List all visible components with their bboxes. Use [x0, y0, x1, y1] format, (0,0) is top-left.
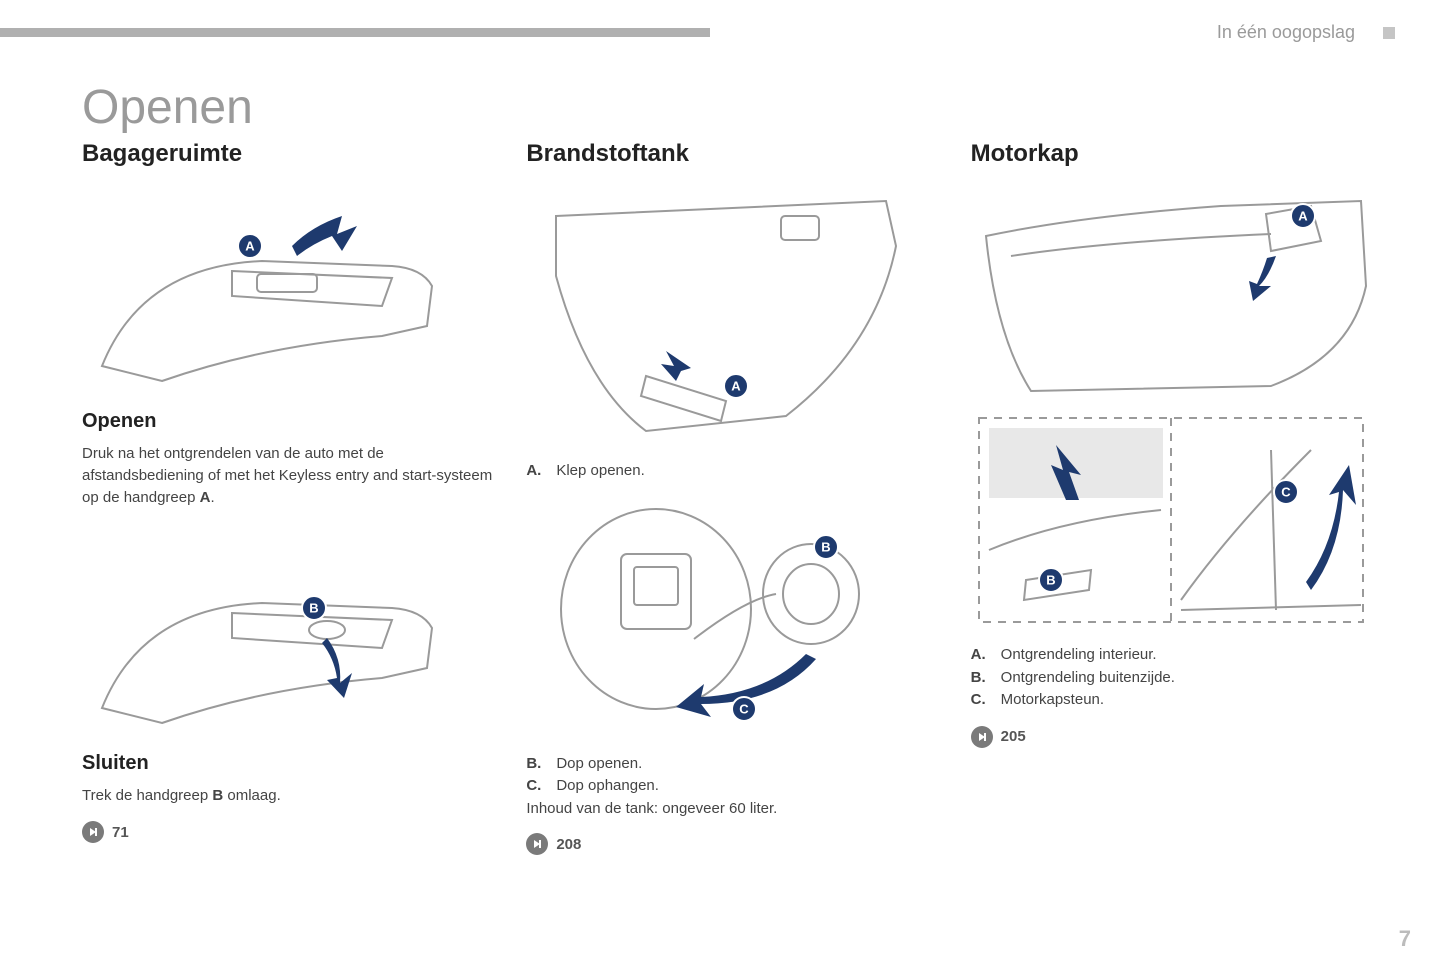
content-columns: Bagageruimte A Openen Druk na het ontgre…: [82, 140, 1385, 855]
open-text-post: .: [210, 489, 214, 506]
svg-text:B: B: [1046, 573, 1055, 588]
bonnet-item-b: B. Ontgrendeling buitenzijde.: [971, 667, 1385, 690]
open-text-pre: Druk na het ontgrendelen van de auto met…: [82, 445, 492, 506]
fuel-a-text: Klep openen.: [556, 460, 644, 483]
page-ref-icon: [82, 821, 104, 843]
fuel-page-ref: 208: [526, 833, 940, 855]
fuel-b-text: Dop openen.: [556, 753, 642, 776]
bonnet-b-letter: B.: [971, 667, 989, 690]
fuel-capacity: Inhoud van de tank: ongeveer 60 liter.: [526, 798, 940, 820]
page-number: 7: [1399, 926, 1411, 952]
svg-text:C: C: [1281, 485, 1291, 500]
column-bonnet: Motorkap A B: [971, 140, 1385, 855]
luggage-title: Bagageruimte: [82, 140, 496, 168]
open-text-bold: A: [200, 489, 211, 506]
bonnet-ref-num: 205: [1001, 728, 1026, 745]
luggage-diagram-close: B: [82, 538, 496, 738]
luggage-open-text: Druk na het ontgrendelen van de auto met…: [82, 443, 496, 508]
fuel-item-a: A. Klep openen.: [526, 460, 940, 483]
bonnet-b-text: Ontgrendeling buitenzijde.: [1001, 667, 1175, 690]
bonnet-a-letter: A.: [971, 644, 989, 667]
column-luggage: Bagageruimte A Openen Druk na het ontgre…: [82, 140, 496, 855]
bonnet-item-c: C. Motorkapsteun.: [971, 689, 1385, 712]
close-text-pre: Trek de handgreep: [82, 787, 212, 804]
svg-text:C: C: [740, 701, 750, 716]
bonnet-item-a: A. Ontgrendeling interieur.: [971, 644, 1385, 667]
page-title: Openen: [82, 80, 253, 135]
bonnet-c-letter: C.: [971, 689, 989, 712]
bonnet-a-text: Ontgrendeling interieur.: [1001, 644, 1157, 667]
svg-text:B: B: [309, 601, 318, 616]
fuel-c-letter: C.: [526, 775, 544, 798]
fuel-b-letter: B.: [526, 753, 544, 776]
column-fuel: Brandstoftank A A. Klep openen.: [526, 140, 940, 855]
bonnet-diagram-prop: B C: [971, 410, 1385, 630]
svg-text:A: A: [732, 379, 742, 394]
svg-text:A: A: [245, 239, 255, 254]
header-square-icon: [1383, 27, 1395, 39]
luggage-close-heading: Sluiten: [82, 752, 496, 775]
fuel-item-c: C. Dop ophangen.: [526, 775, 940, 798]
fuel-c-text: Dop ophangen.: [556, 775, 659, 798]
section-label: In één oogopslag: [1217, 22, 1355, 43]
top-accent-bar: [0, 28, 710, 37]
fuel-item-b: B. Dop openen.: [526, 753, 940, 776]
page-ref-icon: [526, 833, 548, 855]
luggage-ref-num: 71: [112, 824, 129, 841]
fuel-a-letter: A.: [526, 460, 544, 483]
svg-text:B: B: [822, 539, 831, 554]
luggage-diagram-open: A: [82, 186, 496, 396]
luggage-close-text: Trek de handgreep B omlaag.: [82, 785, 496, 807]
fuel-diagram-flap: A: [526, 186, 940, 446]
bonnet-page-ref: 205: [971, 726, 1385, 748]
close-text-post: omlaag.: [223, 787, 281, 804]
bonnet-diagram-release: A: [971, 186, 1385, 396]
bonnet-title: Motorkap: [971, 140, 1385, 168]
svg-text:A: A: [1298, 209, 1308, 224]
bonnet-c-text: Motorkapsteun.: [1001, 689, 1104, 712]
fuel-title: Brandstoftank: [526, 140, 940, 168]
luggage-page-ref: 71: [82, 821, 496, 843]
fuel-ref-num: 208: [556, 836, 581, 853]
page-ref-icon: [971, 726, 993, 748]
luggage-open-heading: Openen: [82, 410, 496, 433]
close-text-bold: B: [212, 787, 223, 804]
fuel-diagram-cap: B C: [526, 499, 940, 739]
header-section: In één oogopslag: [1217, 22, 1395, 43]
